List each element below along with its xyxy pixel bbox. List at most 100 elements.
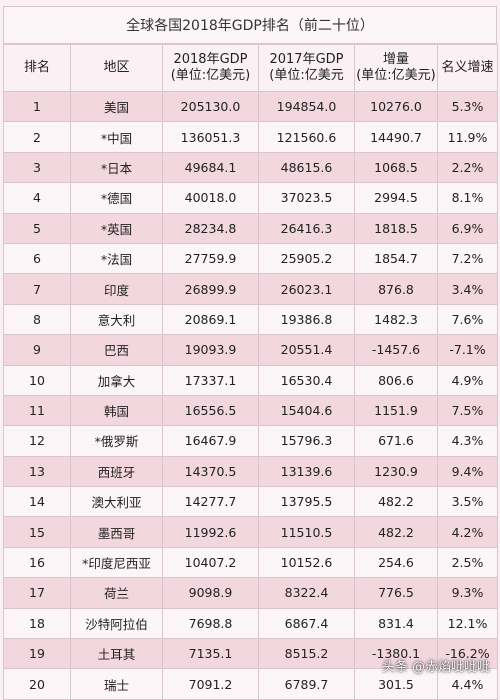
table-cell: 15796.3 [258,425,355,457]
table-cell: 3.4% [437,273,498,305]
table-cell: 韩国 [70,394,163,427]
table-cell: 16 [3,546,71,579]
table-body: 1 美国 205130.0 194854.0 10276.0 5.3% 2 *中国 136051… [3,90,498,700]
table-cell: 18 [3,607,71,640]
table-cell: 11510.5 [258,516,355,548]
table-cell: 15404.6 [258,394,355,427]
table-cell: 巴西 [70,334,163,366]
table-cell: 9098.9 [162,577,259,609]
table-cell: 7.2% [437,242,498,275]
table-cell: 3.5% [437,486,498,518]
table-row: 1 美国 205130.0 194854.0 10276.0 5.3% [3,90,498,123]
table-cell: 6789.7 [258,668,355,700]
table-cell: 121560.6 [258,121,355,153]
table-cell: 19093.9 [162,334,259,366]
table-cell: 13139.6 [258,455,355,488]
table-cell: 6.9% [437,212,498,244]
column-header: 地区 [70,44,163,92]
table-cell: 482.2 [354,516,438,548]
table-cell: 194854.0 [258,90,355,123]
table-cell: 14370.5 [162,455,259,488]
table-cell: 沙特阿拉伯 [70,607,163,640]
table-cell: 4.3% [437,425,498,457]
table-row: 15 墨西哥 11992.6 11510.5 482.2 4.2% [3,516,498,548]
column-header-line: 增量 [382,52,409,67]
table-cell: -1457.6 [354,334,438,366]
table-cell: 26899.9 [162,273,259,305]
table-cell: 12 [3,425,71,457]
table-cell: 8.1% [437,182,498,214]
table-row: 13 西班牙 14370.5 13139.6 1230.9 9.4% [3,455,498,488]
table-cell: 6867.4 [258,607,355,640]
table-cell: 136051.3 [162,121,259,153]
table-cell: 12.1% [437,607,498,640]
table-cell: 1151.9 [354,394,438,427]
table-cell: *中国 [70,121,163,153]
table-cell: 7698.8 [162,607,259,640]
table-cell: 11 [3,394,71,427]
table-cell: 9.4% [437,455,498,488]
table-cell: 印度 [70,273,163,305]
column-header-line: (单位:亿美元) [356,68,436,83]
column-header-line: (单位:亿美元 [269,68,344,83]
table-cell: 土耳其 [70,638,163,670]
table-cell: 7.5% [437,394,498,427]
table-cell: 254.6 [354,546,438,579]
table-cell: 1854.7 [354,242,438,275]
table-cell: 荷兰 [70,577,163,609]
watermark: 头条 @赤焰呲呲呲 [382,656,490,675]
table-cell: 19386.8 [258,303,355,336]
table-row: 16 *印度尼西亚 10407.2 10152.6 254.6 2.5% [3,546,498,579]
table-cell: 26023.1 [258,273,355,305]
table-cell: 10276.0 [354,90,438,123]
table-cell: 8322.4 [258,577,355,609]
table-cell: 2.5% [437,546,498,579]
table-cell: 1818.5 [354,212,438,244]
table-cell: 4.2% [437,516,498,548]
table-cell: 831.4 [354,607,438,640]
column-header-line: 名义增速 [441,60,494,75]
column-header: 2018年GDP (单位:亿美元) [162,44,259,92]
table-cell: *日本 [70,151,163,184]
table-cell: 7135.1 [162,638,259,670]
table-cell: 1230.9 [354,455,438,488]
column-header: 增量 (单位:亿美元) [354,44,438,92]
table-cell: 4.9% [437,364,498,396]
table-cell: *英国 [70,212,163,244]
table-title: 全球各国2018年GDP排名（前二十位） [3,6,497,44]
table-cell: 4 [3,182,71,214]
table-cell: 7091.2 [162,668,259,700]
column-header-line: 2017年GDP [269,52,344,67]
column-header-line: 2018年GDP [173,52,248,67]
table-cell: 14 [3,486,71,518]
table-cell: 14490.7 [354,121,438,153]
table-cell: -7.1% [437,334,498,366]
table-row: 7 印度 26899.9 26023.1 876.8 3.4% [3,273,498,305]
table-cell: 19 [3,638,71,670]
watermark-text: 头条 @赤焰呲呲呲 [381,660,490,675]
table-cell: 15 [3,516,71,548]
table-row: 19 土耳其 7135.1 8515.2 -1380.1 -16.2% [3,638,498,670]
table-row: 4 *德国 40018.0 37023.5 2994.5 8.1% [3,182,498,214]
table-cell: 2 [3,121,71,153]
gdp-ranking-table: 排名 地区 2018年GDP (单位:亿美元) 2017年GDP (单位:亿美元 增量 (单位… [3,44,498,700]
table-cell: 16556.5 [162,394,259,427]
table-cell: 澳大利亚 [70,486,163,518]
table-cell: 西班牙 [70,455,163,488]
table-cell: *法国 [70,242,163,275]
table-cell: -16.2% [437,638,498,670]
table-cell: 1068.5 [354,151,438,184]
table-cell: 20 [3,668,71,700]
table-row: 6 *法国 27759.9 25905.2 1854.7 7.2% [3,242,498,275]
table-cell: -1380.1 [354,638,438,670]
table-cell: 11.9% [437,121,498,153]
table-row: 11 韩国 16556.5 15404.6 1151.9 7.5% [3,394,498,427]
table-cell: 16530.4 [258,364,355,396]
table-cell: 26416.3 [258,212,355,244]
table-cell: 27759.9 [162,242,259,275]
table-cell: 3 [3,151,71,184]
table-cell: 671.6 [354,425,438,457]
table-cell: 13795.5 [258,486,355,518]
table-cell: 美国 [70,90,163,123]
table-cell: 6 [3,242,71,275]
